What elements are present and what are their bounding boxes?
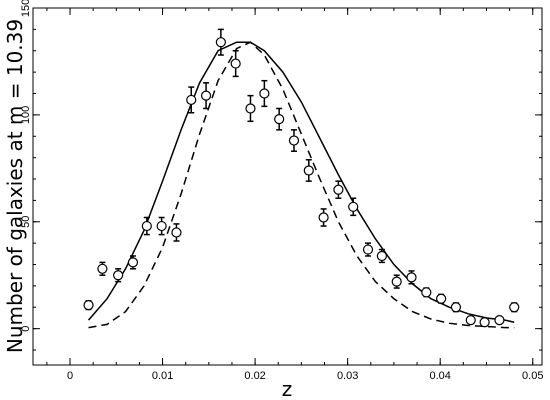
data-point bbox=[83, 300, 94, 311]
data-point bbox=[376, 250, 387, 262]
data-point bbox=[333, 184, 344, 195]
data-point bbox=[259, 88, 270, 99]
model-curve-dashed bbox=[88, 41, 515, 329]
data-points bbox=[83, 28, 520, 328]
data-point bbox=[230, 58, 241, 69]
x-tick-label: 0.05 bbox=[522, 370, 543, 382]
data-point bbox=[436, 293, 447, 304]
y-axis-ticks: 0 50 100 150 bbox=[20, 0, 542, 351]
y-tick-label: 150 bbox=[20, 0, 32, 17]
data-point bbox=[406, 272, 417, 283]
data-point bbox=[348, 201, 359, 212]
data-point bbox=[97, 263, 108, 274]
data-point bbox=[245, 103, 256, 114]
y-tick-label: 50 bbox=[20, 216, 32, 228]
data-point bbox=[450, 302, 462, 313]
dashed-curve-line bbox=[88, 41, 515, 329]
y-tick-label: 100 bbox=[20, 106, 32, 124]
data-point bbox=[186, 94, 197, 106]
data-point bbox=[156, 220, 167, 232]
data-point bbox=[318, 212, 329, 223]
x-axis-label: z bbox=[282, 377, 293, 400]
y-tick-label: 0 bbox=[20, 326, 32, 332]
data-point bbox=[113, 270, 124, 281]
x-tick-label: 0.04 bbox=[429, 370, 450, 382]
solid-curve-line bbox=[87, 41, 515, 323]
data-point bbox=[391, 276, 402, 287]
data-point bbox=[274, 114, 285, 125]
data-point bbox=[362, 244, 374, 255]
data-point bbox=[141, 220, 152, 232]
data-point bbox=[465, 315, 476, 326]
data-point bbox=[171, 227, 182, 238]
model-curve-solid bbox=[87, 41, 515, 323]
x-tick-label: 0.01 bbox=[152, 370, 173, 382]
x-tick-label: 0.03 bbox=[337, 370, 358, 382]
y-axis-label: Number of galaxies at m = 10.39 bbox=[3, 19, 27, 353]
data-point bbox=[494, 315, 505, 326]
plot-frame bbox=[32, 7, 543, 366]
data-point bbox=[421, 287, 432, 298]
x-tick-label: 0.02 bbox=[244, 370, 265, 382]
data-point bbox=[509, 302, 520, 313]
x-axis-ticks: 0 0.01 0.02 0.03 0.04 0.05 bbox=[46, 8, 543, 382]
data-point bbox=[479, 317, 490, 328]
data-point bbox=[200, 90, 212, 101]
data-point bbox=[215, 37, 226, 48]
data-point bbox=[127, 257, 139, 268]
data-point bbox=[288, 135, 300, 146]
data-point bbox=[303, 165, 314, 176]
x-tick-label: 0 bbox=[67, 370, 73, 382]
